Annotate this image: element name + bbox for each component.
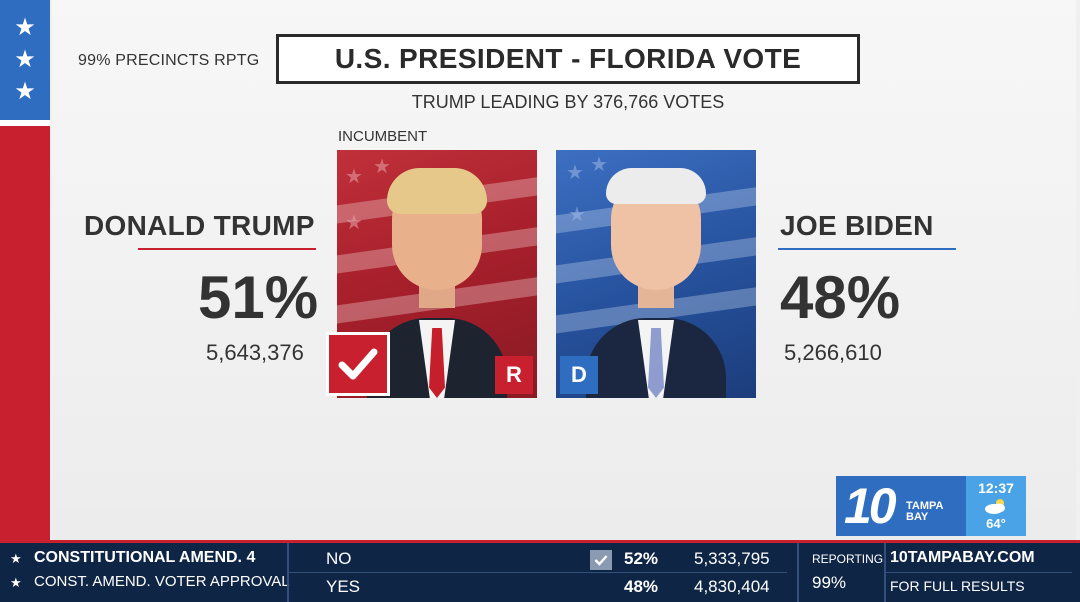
incumbent-label: INCUMBENT — [338, 128, 428, 145]
ticker-site: 10TAMPABAY.COM — [890, 549, 1035, 566]
station-logo: 10 TAMPA BAY — [836, 476, 966, 536]
ticker-winner-check-icon — [590, 550, 612, 570]
star-icon: ★ — [14, 78, 36, 105]
ticker-percent-no: 52% — [624, 549, 659, 568]
party-badge-democrat: D — [560, 356, 598, 394]
leading-text: TRUMP LEADING BY 376,766 VOTES — [411, 92, 725, 112]
candidate-percent-biden: 48% — [780, 264, 901, 331]
candidate-votes-trump: 5,643,376 — [206, 340, 304, 365]
partly-cloudy-icon — [985, 499, 1005, 514]
temperature: 64° — [986, 516, 1006, 531]
ticker-percent-yes: 48% — [624, 577, 659, 596]
results-ticker: ★ ★ CONSTITUTIONAL AMEND. 4 CONST. AMEND… — [0, 540, 1080, 602]
candidate-photo-biden: ★ ★ ★ D — [556, 150, 756, 398]
candidate-votes-biden: 5,266,610 — [784, 340, 882, 365]
race-title: U.S. PRESIDENT - FLORIDA VOTE — [334, 43, 802, 74]
ticker-reporting-value: 99% — [812, 573, 847, 592]
star-icon: ★ — [10, 575, 22, 590]
star-icon: ★ — [10, 551, 22, 566]
candidate-name-biden: JOE BIDEN — [780, 210, 934, 241]
ticker-race-subtitle: CONST. AMEND. VOTER APPROVAL — [34, 573, 290, 590]
party-badge-republican: R — [495, 356, 533, 394]
ticker-votes-yes: 4,830,404 — [694, 577, 770, 596]
ticker-option-yes: YES — [326, 577, 361, 596]
ticker-reporting-label: REPORTING — [812, 552, 884, 566]
winner-check-icon — [326, 332, 390, 396]
ticker-votes-no: 5,333,795 — [694, 549, 770, 568]
flag-canton — [0, 0, 50, 120]
flag-divider — [0, 120, 50, 126]
candidate-name-trump: DONALD TRUMP — [84, 210, 315, 241]
precincts-reporting: 99% PRECINCTS RPTG — [78, 52, 260, 69]
race-title-box: U.S. PRESIDENT - FLORIDA VOTE — [276, 34, 860, 84]
candidate-underline-biden — [778, 248, 956, 250]
candidate-underline-trump — [138, 248, 316, 250]
ticker-race-title: CONSTITUTIONAL AMEND. 4 — [34, 549, 256, 566]
clock-time: 12:37 — [978, 480, 1014, 496]
star-icon: ★ — [14, 14, 36, 41]
ticker-site-cta: FOR FULL RESULTS — [890, 578, 1025, 594]
weather-widget: 12:37 64° — [966, 476, 1026, 536]
star-icon: ★ — [14, 46, 36, 73]
ticker-option-no: NO — [326, 549, 352, 568]
candidate-percent-trump: 51% — [198, 264, 319, 331]
